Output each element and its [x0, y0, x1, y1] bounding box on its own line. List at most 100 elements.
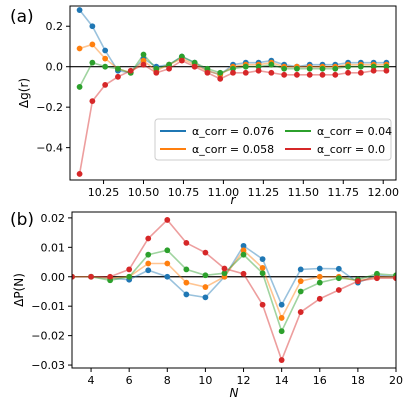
- panel-b-y-tick-label: 0.00: [41, 271, 66, 284]
- panel-b-series-0-point: [335, 265, 342, 272]
- panel-a-frame: [69, 5, 397, 181]
- panel-a-series-2-point: [140, 51, 147, 58]
- panel-a-series-1-point: [89, 41, 96, 48]
- panel-b-x-tick-label: 6: [126, 374, 133, 387]
- panel-a-series-3-point: [89, 98, 96, 104]
- panel-a-y-tick-label: 0.0: [46, 61, 64, 74]
- panel-a-series-3-point: [191, 63, 198, 70]
- panel-a-series-2-point: [306, 65, 313, 72]
- legend-label-0: α_corr = 0.076: [192, 125, 274, 138]
- panel-a-series-3-point: [115, 73, 121, 80]
- panel-b-series-1-point: [259, 265, 266, 271]
- panel-b-x-tick-label: 16: [313, 374, 327, 387]
- panel-a-series-3-point: [319, 71, 326, 78]
- panel-a-series-2-point: [204, 65, 211, 72]
- panel-a-y-axis-label: Δg(r): [17, 78, 31, 108]
- panel-b-y-tick-label: 0.02: [41, 212, 66, 225]
- panel-a-series-1-point: [140, 57, 147, 64]
- panel-a-series-2-point: [230, 65, 236, 72]
- panel-b-series-3-point: [164, 217, 171, 223]
- panel-b-series-0-point: [297, 266, 304, 273]
- panel-a-series-2-point: [115, 65, 121, 72]
- panel-a-series-3-point: [230, 69, 236, 76]
- panel-a-series-0-point: [102, 47, 109, 54]
- panel-a-x-tick-label: 11.75: [328, 186, 360, 199]
- panel-a-y-tick-label: 0.2: [46, 20, 64, 33]
- panel-b-series-0-point: [316, 265, 323, 272]
- panel-b-series-2-point: [374, 270, 380, 277]
- panel-b-series-3-point: [145, 235, 152, 242]
- panel-a-series-2-point: [345, 63, 351, 70]
- panel-b-series-1-point: [202, 284, 209, 290]
- panel-a-series-0-point: [89, 23, 96, 30]
- panel-a-series-3-point: [332, 71, 339, 78]
- panel-a-series-3-point: [294, 71, 300, 78]
- panel-b-series-3-point: [393, 275, 396, 282]
- panel-a-x-tick-label: 11.50: [288, 186, 320, 199]
- panel-b-series-0-point: [278, 301, 285, 308]
- panel-b-series-3-point: [240, 270, 247, 277]
- panel-a-series-2-point: [102, 63, 109, 70]
- panel-b-x-tick-label: 4: [88, 374, 95, 387]
- panel-b-x-tick-label: 14: [275, 374, 289, 387]
- panel-a-series-3-point: [255, 67, 262, 74]
- panel-b-series-2-point: [240, 251, 247, 258]
- panel-a-series-2-point: [89, 59, 96, 66]
- panel-a-series-3-point: [383, 67, 390, 74]
- panel-a-series-3-point: [306, 71, 313, 78]
- panel-a-series-0-point: [76, 7, 83, 13]
- panel-b-series-1-point: [297, 278, 304, 285]
- panel-b-series-3-point: [297, 309, 304, 315]
- panel-a-series-3-point: [178, 57, 185, 64]
- panel-b-series-3-point: [259, 301, 266, 308]
- panel-a: (a) 10.25 10.50 10.75 11.00 11.25 11.50 11.75 1…: [10, 5, 399, 207]
- panel-b-series-3-point: [335, 287, 342, 293]
- panel-a-x-tick-label: 11.25: [248, 186, 280, 199]
- legend: α_corr = 0.076 α_corr = 0.058 α_corr = 0…: [154, 118, 392, 161]
- panel-b: (b) 4 6 8 10 12 14 16 18 20 −0.03 −0.02 −0.01 0.00 0…: [10, 210, 403, 400]
- panel-b-y-tick-label: 0.01: [41, 241, 66, 254]
- panel-b-x-tick-label: 18: [351, 374, 365, 387]
- legend-label-3: α_corr = 0.0: [317, 143, 385, 156]
- panel-a-y-tick-label: −0.2: [36, 101, 63, 114]
- panel-a-x-ticks: 10.25 10.50 10.75 11.00 11.25 11.50 11.75 12.00: [88, 180, 399, 199]
- panel-b-series-1-point: [183, 279, 190, 286]
- panel-a-series-2-point: [76, 84, 83, 90]
- panel-a-series-3-point: [242, 69, 249, 76]
- panel-b-series-line-3: [72, 218, 396, 363]
- panel-b-series-0-point: [240, 242, 247, 249]
- panel-a-series-2-point: [370, 63, 377, 70]
- panel-a-series-2-point: [153, 65, 160, 72]
- panel-b-series-2-point: [297, 288, 304, 295]
- panel-b-series-3-point: [126, 266, 133, 273]
- panel-a-series-3-point: [357, 69, 364, 76]
- legend-label-2: α_corr = 0.04: [317, 125, 392, 138]
- panel-b-series-3-point: [107, 273, 114, 280]
- panel-a-x-tick-label: 11.00: [208, 186, 240, 199]
- panel-b-series-3-point: [374, 275, 380, 282]
- panel-b-series-0-point: [202, 294, 209, 301]
- panel-b-x-tick-label: 12: [237, 374, 251, 387]
- panel-a-y-tick-label: −0.4: [36, 142, 63, 155]
- panel-b-label: (b): [10, 210, 34, 230]
- panel-a-series-2-point: [383, 63, 390, 70]
- panel-b-frame: [71, 211, 397, 369]
- panel-b-y-tick-label: −0.02: [31, 330, 65, 343]
- panel-b-y-ticks: −0.03 −0.02 −0.01 0.00 0.01 0.02: [31, 212, 72, 372]
- legend-label-1: α_corr = 0.058: [192, 143, 274, 156]
- panel-b-series-3-point: [316, 295, 323, 302]
- panel-b-series-0-point: [145, 267, 152, 274]
- panel-a-series: [70, 7, 396, 177]
- panel-a-label: (a): [10, 7, 34, 27]
- panel-b-series-2-point: [183, 266, 190, 273]
- panel-a-series-2-point: [319, 65, 326, 72]
- panel-b-series-line-1: [72, 249, 396, 320]
- panel-b-series-3-point: [72, 273, 75, 280]
- panel-a-series-2-point: [268, 61, 275, 68]
- panel-a-series-3-point: [345, 69, 351, 76]
- panel-a-series-2-point: [255, 63, 262, 70]
- panel-a-series-3-point: [204, 69, 211, 76]
- panel-b-series-3-point: [202, 249, 209, 256]
- panel-a-series-2-point: [166, 61, 172, 68]
